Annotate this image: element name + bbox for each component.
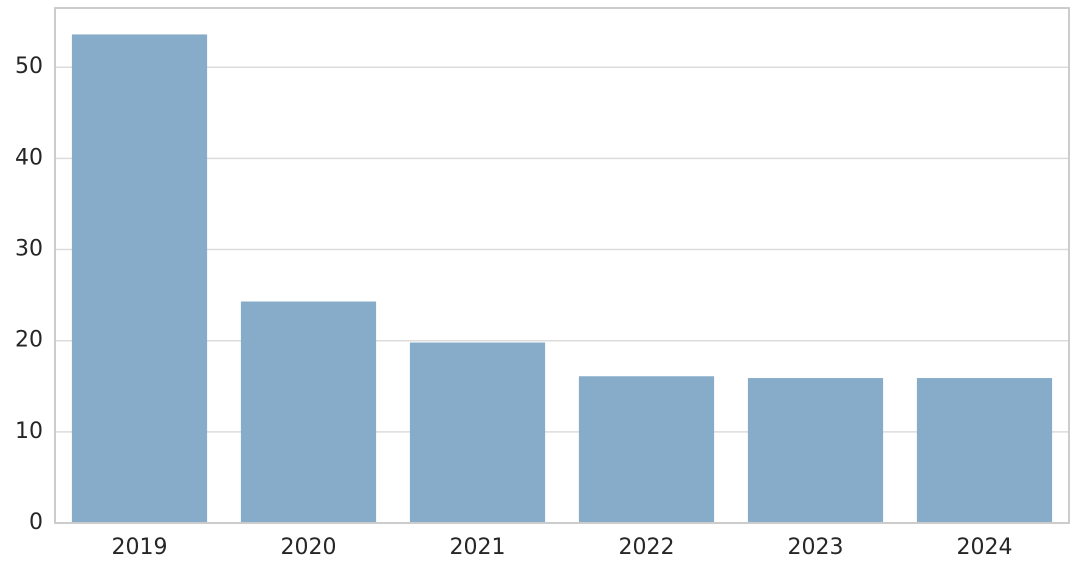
x-tick-label: 2021 bbox=[450, 535, 506, 560]
y-tick-label: 10 bbox=[15, 419, 43, 444]
x-tick-label: 2020 bbox=[281, 535, 337, 560]
y-tick-label: 50 bbox=[15, 54, 43, 79]
bar bbox=[240, 301, 377, 523]
bar bbox=[71, 34, 208, 524]
bar bbox=[747, 378, 884, 523]
bar bbox=[409, 342, 546, 523]
bar bbox=[578, 376, 715, 523]
y-tick-label: 40 bbox=[15, 145, 43, 170]
y-tick-label: 20 bbox=[15, 328, 43, 353]
bar bbox=[916, 378, 1053, 523]
y-tick-label: 30 bbox=[15, 237, 43, 262]
plot-frame bbox=[54, 7, 1070, 524]
x-tick-label: 2019 bbox=[112, 535, 168, 560]
y-tick-label: 0 bbox=[29, 510, 43, 535]
x-tick-label: 2024 bbox=[957, 535, 1013, 560]
x-tick-label: 2023 bbox=[788, 535, 844, 560]
x-tick-label: 2022 bbox=[619, 535, 675, 560]
